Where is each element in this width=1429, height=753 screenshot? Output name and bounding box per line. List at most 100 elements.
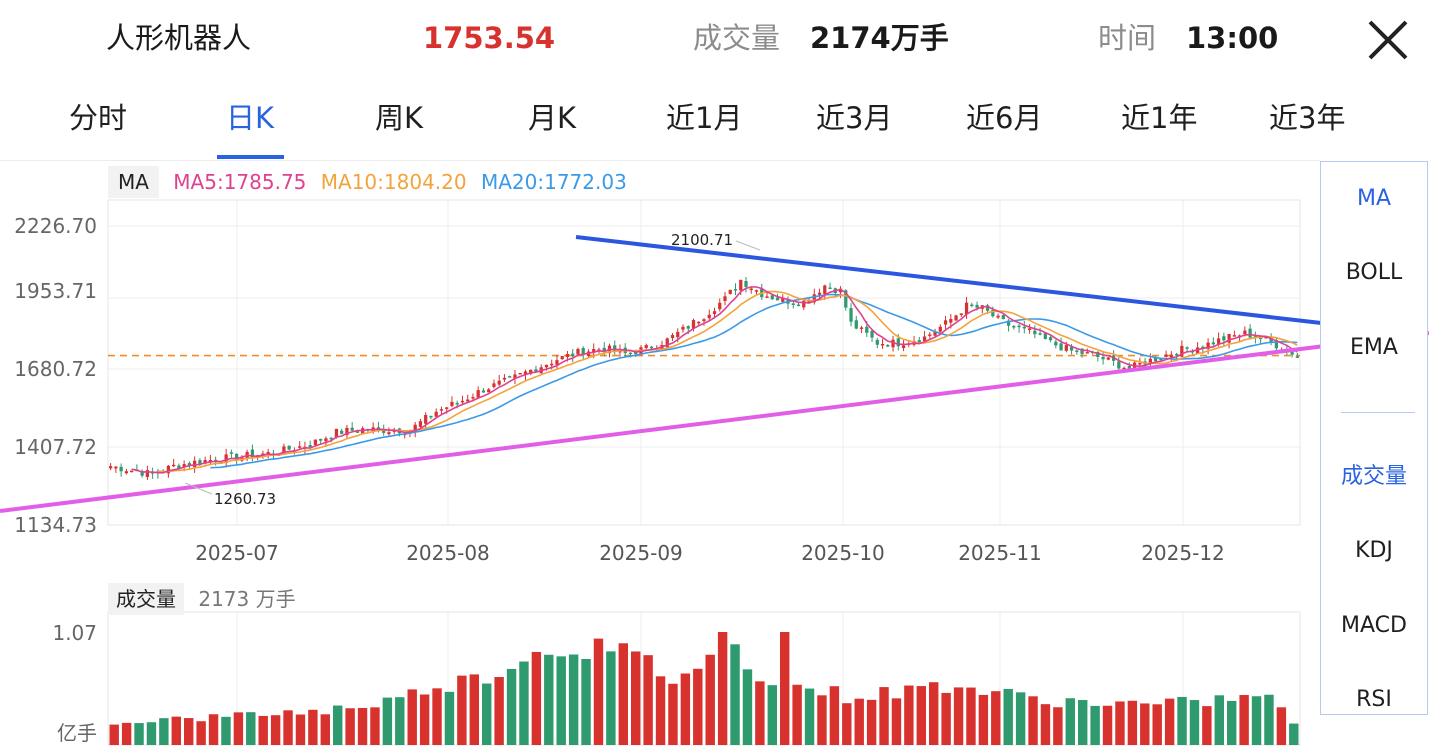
candle-body [733, 289, 738, 291]
candle-body [775, 297, 780, 301]
candle-body [739, 279, 743, 291]
candle-body [455, 402, 459, 405]
tab-monthly-k[interactable]: 月K [528, 101, 577, 135]
candle-body [166, 465, 171, 474]
volume-bar [904, 685, 914, 745]
volume-bar [568, 654, 579, 745]
indicator-boll[interactable]: BOLL [1345, 260, 1403, 285]
date-tick: 2025-12 [1141, 541, 1225, 565]
indicator-ma[interactable]: MA [1356, 186, 1392, 211]
volume-bars [109, 632, 1299, 745]
candle-body [781, 298, 785, 302]
volume-bar [370, 707, 380, 745]
candle-body [518, 372, 522, 375]
candle-body [686, 326, 690, 329]
tab-3-years[interactable]: 近3年 [1269, 101, 1346, 135]
candle-body [229, 452, 234, 454]
close-icon[interactable] [1362, 14, 1414, 66]
ma20-line [210, 293, 1298, 469]
ma-legend-tag[interactable]: MA [108, 166, 159, 198]
tab-daily-k[interactable]: 日K [226, 101, 275, 135]
candle-body [140, 470, 144, 476]
candles [108, 276, 1300, 480]
candle-body [1017, 325, 1021, 328]
kline-chart[interactable]: 2226.70 1953.71 1680.72 1407.72 1134.73 … [0, 196, 1429, 753]
candle-body [849, 308, 853, 322]
volume-bar [482, 683, 492, 745]
volume-bar [121, 722, 132, 745]
candle-body [198, 460, 202, 464]
volume-bar [1177, 696, 1187, 745]
candle-body [513, 374, 517, 379]
high-annotation-leader [735, 240, 761, 251]
volume-legend-tag[interactable]: 成交量 [108, 583, 184, 615]
current-price: 1753.54 [423, 21, 556, 55]
indicator-rsi[interactable]: RSI [1356, 687, 1392, 712]
candle-body [1243, 330, 1247, 335]
candle-body [949, 318, 953, 323]
candle-body [975, 304, 979, 308]
candle-body [565, 354, 570, 357]
volume-bar [159, 718, 169, 745]
candle-body [1001, 315, 1005, 320]
candle-body [817, 292, 822, 295]
tab-1-year[interactable]: 近1年 [1121, 101, 1198, 135]
candle-body [1075, 350, 1079, 353]
candle-body [1227, 334, 1231, 343]
volume-bar [283, 710, 293, 745]
volume-bar [866, 699, 877, 745]
candle-body [187, 463, 192, 466]
volume-bar [792, 684, 802, 745]
resistance-trendline [575, 235, 1357, 329]
candle-body [1064, 345, 1068, 351]
tab-weekly-k[interactable]: 周K [375, 101, 424, 135]
volume-bar [705, 654, 715, 745]
candle-body [114, 466, 118, 469]
time-label: 时间 [1098, 21, 1157, 55]
candle-body [445, 407, 449, 409]
tabs-divider [0, 160, 1320, 161]
candle-body [991, 309, 995, 317]
volume-bar [829, 686, 840, 745]
volume-bar [1251, 696, 1262, 745]
indicator-ema[interactable]: EMA [1350, 335, 1398, 360]
chart-grid [107, 199, 1301, 746]
volume-label: 成交量 [693, 21, 781, 55]
tab-6-months[interactable]: 近6月 [966, 101, 1043, 135]
volume-bar [941, 692, 951, 745]
candle-body [707, 314, 711, 319]
volume-bar [308, 709, 318, 745]
indicator-volume[interactable]: 成交量 [1340, 464, 1407, 489]
price-tick: 1134.73 [14, 513, 97, 537]
tab-intraday[interactable]: 分时 [69, 101, 128, 135]
candle-body [1059, 343, 1063, 351]
indicator-macd[interactable]: MACD [1341, 613, 1407, 638]
candle-body [870, 330, 874, 338]
volume-bar [556, 656, 566, 745]
volume-bar [1152, 704, 1162, 745]
ma10-line [157, 290, 1298, 473]
candle-body [886, 345, 890, 347]
volume-bar [1227, 700, 1237, 745]
candle-body [382, 429, 386, 433]
candle-body [355, 431, 360, 433]
volume-bar [1115, 701, 1125, 745]
tab-1-month[interactable]: 近1月 [666, 101, 743, 135]
date-tick: 2025-08 [406, 541, 490, 565]
volume-bar [755, 681, 765, 745]
candle-body [1153, 357, 1158, 362]
candle-body [108, 466, 113, 469]
tab-3-months[interactable]: 近3月 [816, 101, 893, 135]
indicator-kdj[interactable]: KDJ [1355, 538, 1393, 563]
candle-body [1232, 335, 1236, 337]
volume-bar [407, 689, 417, 745]
volume-bar [742, 669, 753, 745]
candle-body [177, 465, 181, 469]
volume-bar [1202, 706, 1212, 745]
volume-bar [382, 697, 393, 745]
candle-body [933, 331, 937, 336]
volume-bar [171, 716, 181, 745]
candle-body [544, 364, 549, 368]
volume-bar [395, 697, 405, 745]
volume-bar [929, 682, 939, 745]
